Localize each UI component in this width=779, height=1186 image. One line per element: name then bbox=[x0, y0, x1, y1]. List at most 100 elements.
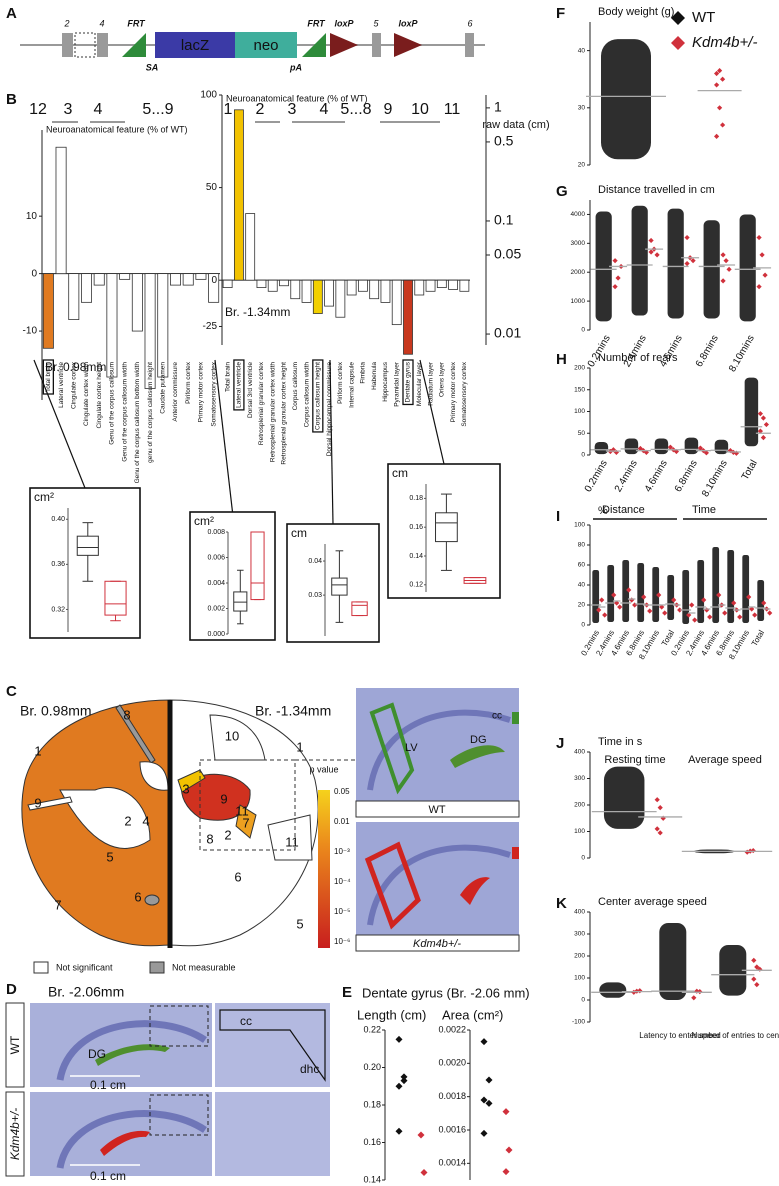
zoom-box bbox=[149, 1094, 209, 1136]
y-tick-label: 100 bbox=[574, 975, 585, 982]
dg-outline bbox=[460, 877, 490, 905]
y-tick-label: 30 bbox=[578, 105, 586, 112]
dg-outline bbox=[95, 1044, 170, 1066]
bar bbox=[256, 279, 267, 288]
wt-swarm bbox=[697, 560, 705, 623]
box bbox=[435, 512, 458, 543]
bar bbox=[391, 279, 402, 326]
data-point bbox=[502, 1108, 510, 1116]
exon-label: 2 bbox=[63, 18, 69, 28]
region bbox=[144, 894, 160, 906]
feature-label: Radiatum layer bbox=[427, 361, 434, 406]
data-point bbox=[648, 237, 654, 244]
x-tick-label: 6.8mins bbox=[673, 458, 700, 494]
connector bbox=[33, 359, 86, 489]
y-tick-label: 0.16 bbox=[363, 1137, 381, 1147]
panel-letter: D bbox=[6, 981, 17, 998]
data-point bbox=[722, 610, 728, 616]
wt-swarm bbox=[727, 550, 735, 623]
bar bbox=[380, 279, 391, 303]
cassette-label: lacZ bbox=[181, 37, 209, 54]
region-number: 2 bbox=[224, 827, 231, 842]
data-point bbox=[480, 1038, 488, 1046]
data-point bbox=[754, 982, 760, 988]
feature-label: Internal capsule bbox=[348, 362, 355, 408]
y-tick-label: 50 bbox=[206, 182, 218, 193]
region-number: 4 bbox=[320, 101, 329, 118]
section-label: Br. -2.06mm bbox=[48, 984, 124, 1000]
bar bbox=[369, 279, 380, 300]
data-point bbox=[720, 122, 726, 128]
bar bbox=[222, 279, 233, 288]
dg-outline bbox=[450, 745, 505, 768]
y-tick-label: 200 bbox=[574, 802, 585, 809]
inset-frame bbox=[387, 463, 501, 599]
box bbox=[76, 535, 99, 556]
y-tick-label: 80 bbox=[578, 542, 586, 549]
region-7 bbox=[235, 804, 257, 839]
region-number: 4 bbox=[94, 101, 103, 118]
y-tick-label: 40 bbox=[578, 582, 586, 589]
region-number: 10 bbox=[225, 728, 239, 743]
y-tick-label: 200 bbox=[574, 953, 585, 960]
data-point bbox=[485, 1099, 493, 1107]
wt-swarm bbox=[654, 438, 669, 455]
bar bbox=[436, 279, 447, 288]
wt-swarm bbox=[603, 766, 645, 829]
wt-swarm bbox=[739, 214, 756, 322]
region-number: 5...8 bbox=[340, 101, 371, 118]
data-point bbox=[400, 1073, 408, 1081]
region-3 bbox=[177, 769, 206, 793]
bar bbox=[267, 279, 278, 292]
feature-label: genu of the corpus callosum height bbox=[147, 362, 154, 463]
pvalue-tick: 10⁻⁵ bbox=[334, 907, 350, 916]
data-point bbox=[417, 1131, 425, 1139]
wt-swarm bbox=[594, 441, 609, 455]
data-point bbox=[596, 607, 602, 613]
data-point bbox=[420, 1169, 428, 1176]
feature-label: Genu of the corpus callosum bbox=[109, 362, 116, 445]
bar bbox=[55, 146, 67, 275]
data-point bbox=[626, 587, 632, 593]
genotype-label: Kdm4b+/- bbox=[8, 1108, 22, 1160]
data-point bbox=[749, 606, 755, 612]
data-point bbox=[671, 36, 685, 50]
cc-mark bbox=[512, 847, 519, 859]
data-point bbox=[756, 234, 762, 241]
data-point bbox=[703, 450, 709, 456]
data-point bbox=[671, 597, 677, 603]
feature-label: Corpus callosum height bbox=[315, 362, 322, 430]
data-point bbox=[502, 1168, 510, 1176]
exon-label: 4 bbox=[99, 18, 104, 28]
feature-label: Cingulate cortex height bbox=[96, 362, 103, 429]
data-point bbox=[757, 411, 763, 417]
legend-swatch bbox=[33, 961, 49, 974]
data-point bbox=[599, 597, 605, 603]
tissue bbox=[56, 1020, 207, 1081]
y-tick-label: -25 bbox=[203, 321, 218, 332]
y-tick-label: 0.0022 bbox=[438, 1024, 466, 1034]
y-tick-label: 100 bbox=[574, 522, 585, 529]
label-box bbox=[355, 934, 520, 952]
wt-swarm bbox=[703, 220, 720, 319]
bar bbox=[346, 279, 357, 296]
legend-swatch bbox=[149, 961, 165, 974]
genotype-label: WT bbox=[428, 804, 445, 816]
bar bbox=[233, 109, 244, 281]
y-tick-label: 0 bbox=[581, 452, 585, 459]
bar bbox=[425, 279, 436, 292]
data-point bbox=[667, 444, 673, 450]
data-point bbox=[629, 597, 635, 603]
panel-letter: B bbox=[6, 91, 17, 108]
data-point bbox=[760, 415, 766, 421]
feature-label: Genu of the corpus callosum width bbox=[121, 362, 128, 462]
data-point bbox=[727, 448, 733, 454]
data-point bbox=[701, 597, 707, 603]
data-point bbox=[641, 594, 647, 600]
cassette-label: neo bbox=[253, 37, 278, 54]
feature-label: Fimbria bbox=[360, 362, 367, 384]
data-point bbox=[717, 68, 723, 74]
feature-label: Cingulate cortex bbox=[71, 361, 78, 409]
wt-swarm bbox=[719, 945, 747, 996]
region-number: 1 bbox=[224, 101, 233, 118]
